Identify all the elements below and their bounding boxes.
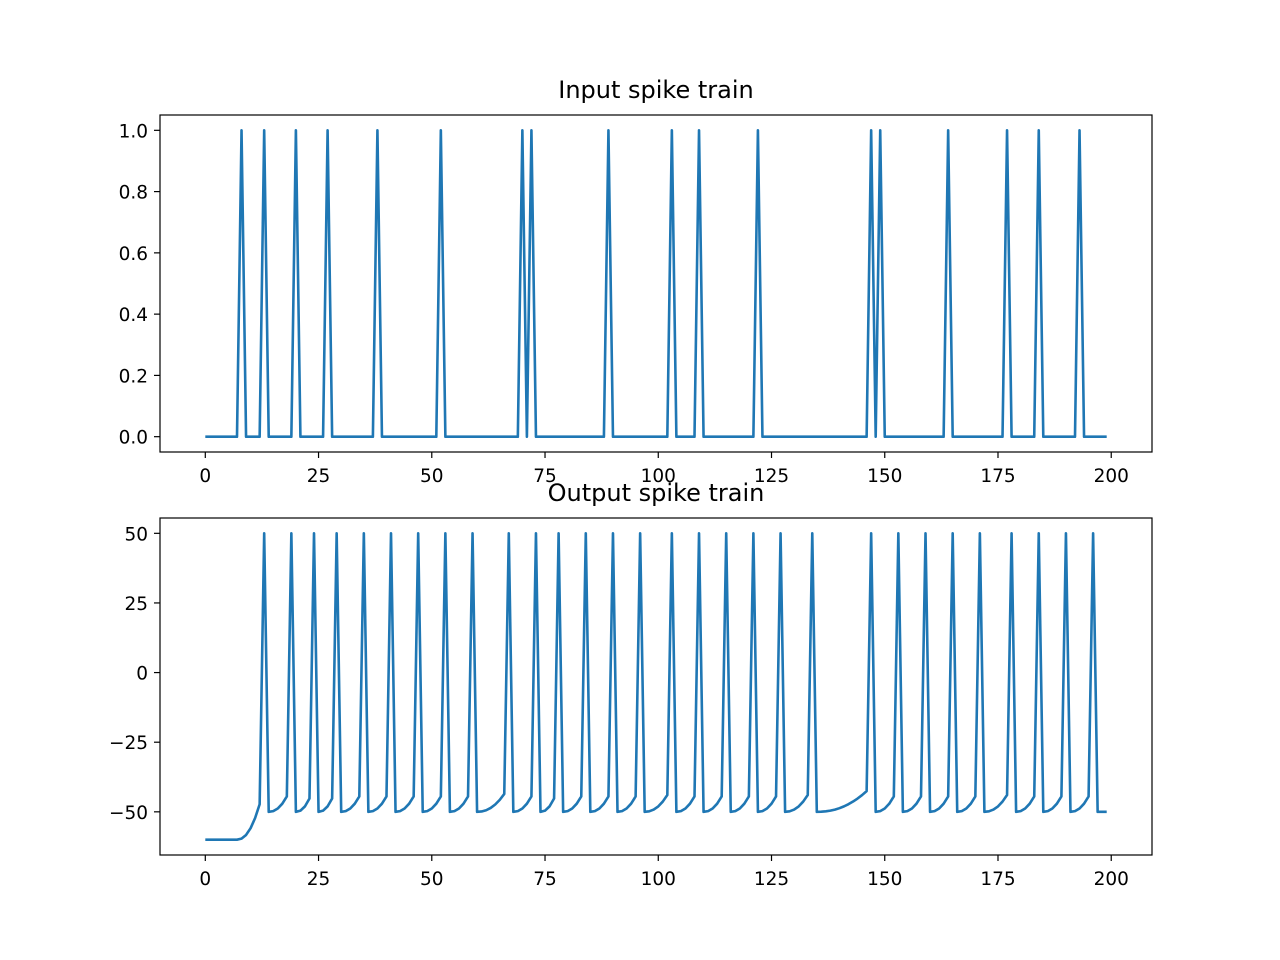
output-x-tick-label: 150 [867, 869, 902, 890]
output-y-tick-label: −50 [109, 803, 148, 824]
input-y-tick-label: 0.0 [119, 428, 148, 449]
input-y-tick-label: 0.6 [119, 244, 148, 265]
output-plot-content [205, 532, 1107, 841]
output-x-tick-label: 50 [420, 869, 444, 890]
input-x-tick-label: 175 [980, 466, 1015, 487]
input-x-tick-label: 50 [420, 466, 444, 487]
input-x-ticks: 0 25 50 75 100 125 150 175 200 [199, 452, 1129, 487]
input-y-tick-label: 1.0 [119, 121, 148, 142]
input-y-tick-label: 0.2 [119, 366, 148, 387]
output-y-tick-label: 50 [124, 524, 148, 545]
input-series-line [205, 129, 1107, 438]
input-axes-frame [159, 114, 1153, 453]
output-y-tick-label: 25 [124, 594, 148, 615]
input-x-tick-label: 0 [199, 466, 211, 487]
input-subplot: Input spike train 0 25 50 75 100 125 150 175 200… [119, 76, 1153, 487]
input-y-tick-label: 0.4 [119, 305, 148, 326]
output-chart-title: Output spike train [548, 479, 765, 507]
output-x-tick-label: 25 [307, 869, 331, 890]
output-axes-frame [159, 517, 1153, 856]
output-x-tick-label: 125 [754, 869, 789, 890]
output-y-tick-label: 0 [136, 664, 148, 685]
output-series-line [205, 532, 1107, 841]
output-y-tick-label: −25 [109, 733, 148, 754]
input-y-ticks: 0.0 0.2 0.4 0.6 0.8 1.0 [119, 121, 160, 449]
output-x-tick-label: 200 [1094, 869, 1129, 890]
output-y-ticks: −50 −25 0 25 50 [109, 524, 160, 824]
input-x-tick-label: 125 [754, 466, 789, 487]
output-x-tick-label: 0 [199, 869, 211, 890]
input-x-tick-label: 100 [641, 466, 676, 487]
input-x-tick-label: 25 [307, 466, 331, 487]
input-y-tick-label: 0.8 [119, 183, 148, 204]
input-x-tick-label: 75 [533, 466, 557, 487]
output-subplot: 0 25 50 75 100 125 150 175 200 −50 −25 0 25 50 Outpu… [109, 479, 1153, 890]
input-chart-title: Input spike train [558, 76, 753, 104]
input-x-tick-label: 150 [867, 466, 902, 487]
output-x-tick-label: 100 [641, 869, 676, 890]
input-x-tick-label: 200 [1094, 466, 1129, 487]
output-x-ticks: 0 25 50 75 100 125 150 175 200 [199, 855, 1129, 890]
output-x-tick-label: 175 [980, 869, 1015, 890]
input-plot-content [205, 129, 1107, 438]
output-x-tick-label: 75 [533, 869, 557, 890]
